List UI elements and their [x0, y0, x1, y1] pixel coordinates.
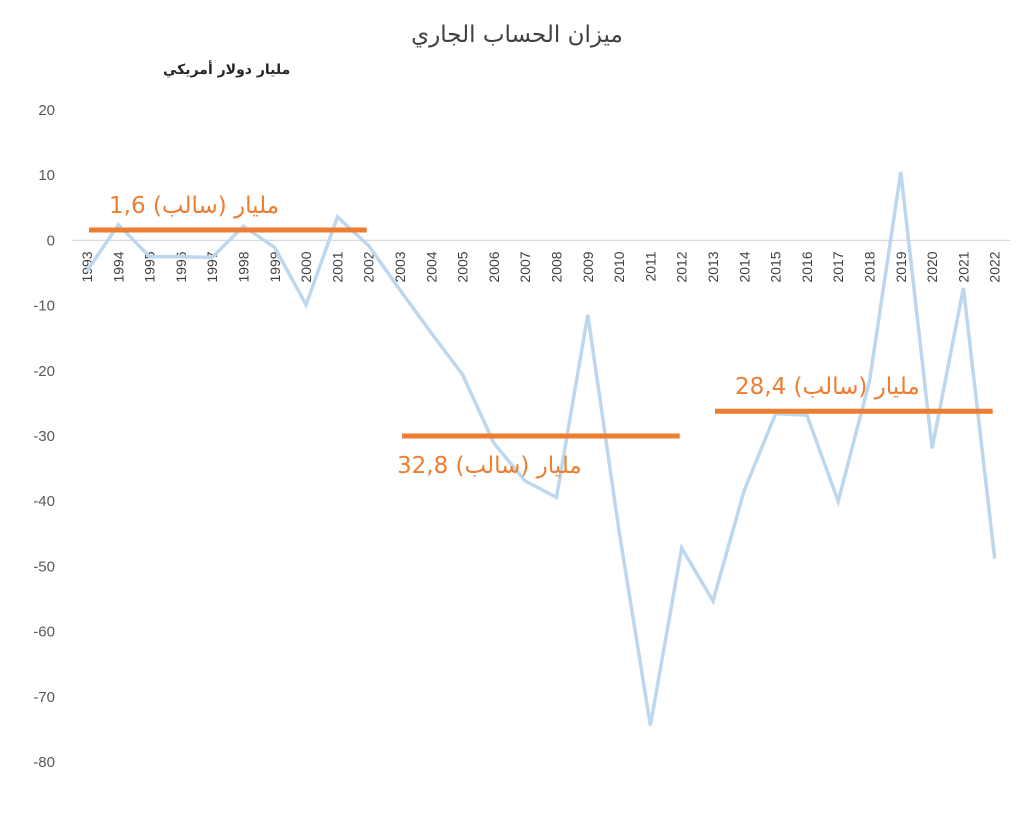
data-point: [586, 313, 589, 316]
data-point: [430, 331, 433, 334]
data-point: [743, 489, 746, 492]
x-tick-label: 2016: [799, 251, 815, 282]
annotation-layer: 1,6 مليار (سالب) 32,8 مليار (سالب) 28,4 مل…: [89, 193, 993, 479]
data-point: [837, 500, 840, 503]
x-tick-label: 2012: [674, 251, 690, 282]
data-point: [618, 530, 621, 533]
x-tick-label: 2011: [642, 251, 658, 281]
data-point: [117, 223, 120, 226]
data-point: [242, 225, 245, 228]
average-label: 32,8 مليار (سالب): [397, 453, 582, 479]
x-tick-label: 2018: [862, 251, 878, 282]
y-tick-label: -40: [33, 493, 55, 510]
y-tick-label: -10: [33, 298, 55, 315]
x-tick-label: 2006: [486, 251, 502, 282]
x-tick-label: 2010: [611, 251, 627, 282]
data-point: [805, 414, 808, 417]
x-tick-label: 2007: [517, 251, 533, 282]
data-point: [305, 303, 308, 306]
y-tick-label: -50: [33, 558, 55, 575]
data-point: [179, 255, 182, 258]
data-point: [148, 255, 151, 258]
average-label: 28,4 مليار (سالب): [735, 374, 920, 400]
average-label: 1,6 مليار (سالب): [109, 193, 279, 219]
y-tick-label: -80: [33, 754, 55, 771]
data-point: [86, 270, 89, 273]
x-tick-label: 2022: [987, 251, 1003, 282]
x-tick-label: 2000: [298, 251, 314, 282]
x-tick-label: 2005: [455, 251, 471, 282]
y-tick-label: -30: [33, 428, 55, 445]
x-tick-label: 2021: [955, 251, 971, 282]
data-point: [367, 244, 370, 247]
x-tick-label: 1993: [79, 251, 95, 282]
data-point: [524, 479, 527, 482]
x-tick-label: 2020: [924, 251, 940, 282]
data-point: [899, 170, 902, 173]
x-tick-label: 1996: [173, 251, 189, 282]
data-point: [273, 246, 276, 249]
y-tick-label: 20: [38, 102, 55, 119]
x-tick-label: 2009: [580, 251, 596, 282]
y-tick-label: 10: [38, 167, 55, 184]
chart-title: ميزان الحساب الجاري: [411, 22, 623, 48]
x-tick-label: 2015: [768, 251, 784, 282]
x-tick-label: 1998: [236, 251, 252, 282]
series-layer: [85, 170, 997, 727]
y-tick-label: 0: [47, 232, 55, 249]
x-tick-label: 2017: [830, 251, 846, 282]
x-tick-label: 1995: [142, 251, 158, 282]
data-point: [962, 286, 965, 289]
y-tick-label: -60: [33, 624, 55, 641]
series-line: [85, 171, 997, 726]
y-tick-label: -70: [33, 689, 55, 706]
x-tick-label: 2002: [361, 251, 377, 282]
data-point: [399, 288, 402, 291]
y-axis-unit-label: مليار دولار أمريكي: [163, 60, 290, 78]
x-tick-label: 2001: [329, 251, 345, 282]
x-axis-ticks: 1993 1994 1995 1996 1997 1998 1999 2000 2001 2002…: [79, 251, 1003, 282]
x-tick-label: 2004: [423, 251, 439, 282]
x-tick-label: 2019: [893, 251, 909, 282]
x-tick-label: 1994: [110, 251, 126, 282]
data-point: [336, 215, 339, 218]
data-point: [931, 447, 934, 450]
data-point: [492, 442, 495, 445]
data-point: [211, 256, 214, 259]
data-point: [680, 547, 683, 550]
data-point: [712, 599, 715, 602]
data-point: [555, 496, 558, 499]
x-tick-label: 1999: [267, 251, 283, 282]
y-tick-label: -20: [33, 363, 55, 380]
y-axis-ticks: 20 10 0 -10 -20 -30 -40 -50 -60 -70 -80: [33, 102, 55, 771]
data-point: [461, 373, 464, 376]
x-tick-label: 2014: [736, 251, 752, 282]
x-tick-label: 2003: [392, 251, 408, 282]
data-point: [649, 724, 652, 727]
x-tick-label: 2013: [705, 251, 721, 282]
data-point: [993, 557, 996, 560]
x-tick-label: 2008: [549, 251, 565, 282]
